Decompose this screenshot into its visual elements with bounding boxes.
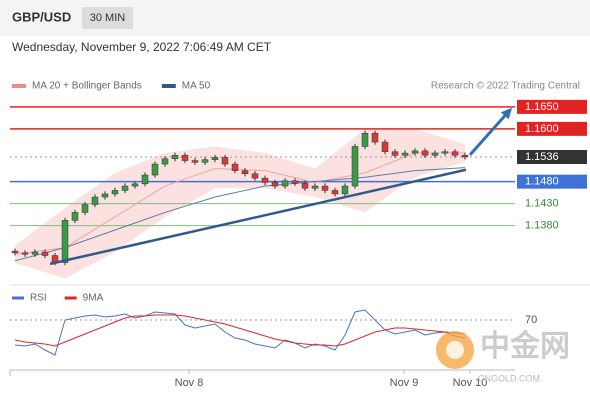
- candle-body: [361, 133, 369, 147]
- timeframe: 30 MIN: [90, 12, 126, 24]
- credit: Research © 2022 Trading Central: [431, 81, 580, 92]
- candle-body: [391, 151, 399, 156]
- trendline: [49, 168, 467, 266]
- level-label: 1.1480: [525, 176, 559, 188]
- watermark-site: CNGOLD.COM: [478, 373, 540, 383]
- level-label: 1.1380: [525, 220, 559, 232]
- candle-body: [151, 163, 159, 176]
- candle-body: [121, 185, 129, 191]
- x-tick-label: Nov 10: [453, 377, 488, 389]
- level-label: 1.1600: [525, 123, 559, 135]
- candle-body: [431, 152, 439, 156]
- candle-body: [41, 251, 49, 256]
- candle-body: [331, 190, 339, 195]
- legend-label: MA 50: [182, 81, 211, 92]
- watermark-logo-inner: [446, 341, 464, 359]
- datetime: Wednesday, November 9, 2022 7:06:49 AM C…: [12, 40, 272, 54]
- x-tick-label: Nov 9: [390, 377, 419, 389]
- candle-body: [191, 160, 199, 163]
- legend-label: RSI: [30, 293, 47, 304]
- level-label: 1.1430: [525, 198, 559, 210]
- candle-body: [131, 183, 139, 187]
- candle-body: [341, 185, 349, 195]
- candle-body: [81, 204, 89, 213]
- level-label-box: [517, 121, 587, 136]
- candle-body: [211, 157, 219, 160]
- forecast-arrow: [468, 111, 510, 156]
- candle-body: [21, 252, 29, 255]
- rsi-tick-label: 70: [525, 314, 537, 326]
- candle-body: [321, 185, 329, 191]
- candle-body: [421, 150, 429, 156]
- candle-body: [381, 141, 389, 152]
- level-label-box: [517, 174, 587, 189]
- candle-body: [311, 185, 319, 189]
- candle-body: [101, 193, 109, 198]
- candle-body: [241, 170, 249, 174]
- ma-line: [14, 152, 465, 255]
- candle-body: [371, 133, 379, 143]
- candle-body: [161, 158, 169, 165]
- level-label-box: [517, 99, 587, 114]
- candle-body: [71, 212, 79, 221]
- candle-body: [221, 157, 229, 165]
- candle-body: [271, 182, 279, 187]
- candle-body: [451, 151, 459, 156]
- candle-body: [181, 155, 189, 161]
- candle-body: [301, 183, 309, 189]
- candle-body: [91, 196, 99, 205]
- rsi-line: [14, 314, 466, 347]
- candle-body: [291, 180, 299, 184]
- legend-label: 9MA: [83, 293, 104, 304]
- candle-body: [11, 250, 19, 254]
- candle-body: [61, 220, 69, 263]
- arrow-head: [500, 107, 512, 120]
- x-tick-label: Nov 8: [175, 377, 204, 389]
- candle-body: [461, 155, 469, 158]
- watermark-name: 中金网: [480, 329, 570, 363]
- candle-body: [231, 163, 239, 171]
- candle-body: [441, 151, 449, 154]
- rsi-line: [14, 309, 466, 356]
- level-label: 1.1536: [525, 151, 559, 163]
- candle-body: [281, 180, 289, 187]
- candle-body: [141, 174, 149, 185]
- candle-body: [351, 146, 359, 187]
- ma-line: [14, 167, 466, 262]
- candle-body: [111, 190, 119, 195]
- candle-body: [251, 173, 259, 179]
- candle-body: [411, 150, 419, 154]
- level-label: 1.1650: [525, 101, 559, 113]
- candle-body: [261, 177, 269, 183]
- timeframe-badge: [82, 7, 133, 29]
- symbol: GBP/USD: [12, 9, 71, 24]
- legend-label: MA 20 + Bollinger Bands: [32, 81, 142, 92]
- candle-body: [171, 155, 179, 160]
- candle-body: [31, 251, 39, 255]
- level-label-box: [517, 150, 587, 165]
- candle-body: [201, 159, 209, 163]
- candle-body: [401, 152, 409, 156]
